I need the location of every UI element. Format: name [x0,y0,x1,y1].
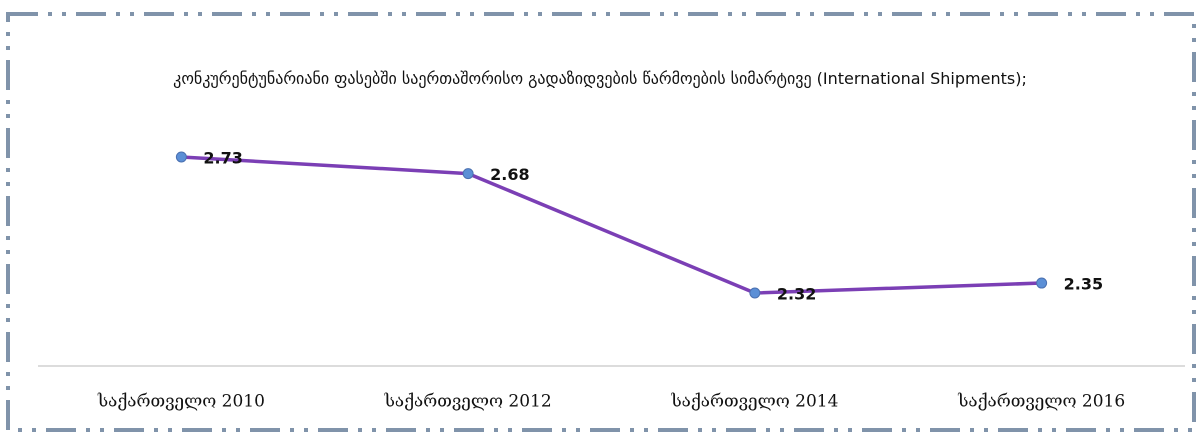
x-tick-label: საქართველო 2010 [97,392,265,412]
marker [749,287,761,299]
data-label: 2.68 [490,165,529,184]
line [181,155,1042,295]
marker [462,168,474,180]
border [6,12,1196,432]
data-label: 2.32 [777,285,816,304]
x-tick-label: საქართველო 2012 [384,392,552,412]
marker [175,151,187,163]
marker [1036,277,1048,289]
x-tick-label: საქართველო 2016 [957,392,1125,412]
data-label: 2.73 [203,149,242,168]
chart-title: კონკურენტუნარიანი ფასებში საერთაშორისო გ… [173,69,1027,88]
data-label: 2.35 [1064,275,1103,294]
x-tick-label: საქართველო 2014 [670,392,838,412]
